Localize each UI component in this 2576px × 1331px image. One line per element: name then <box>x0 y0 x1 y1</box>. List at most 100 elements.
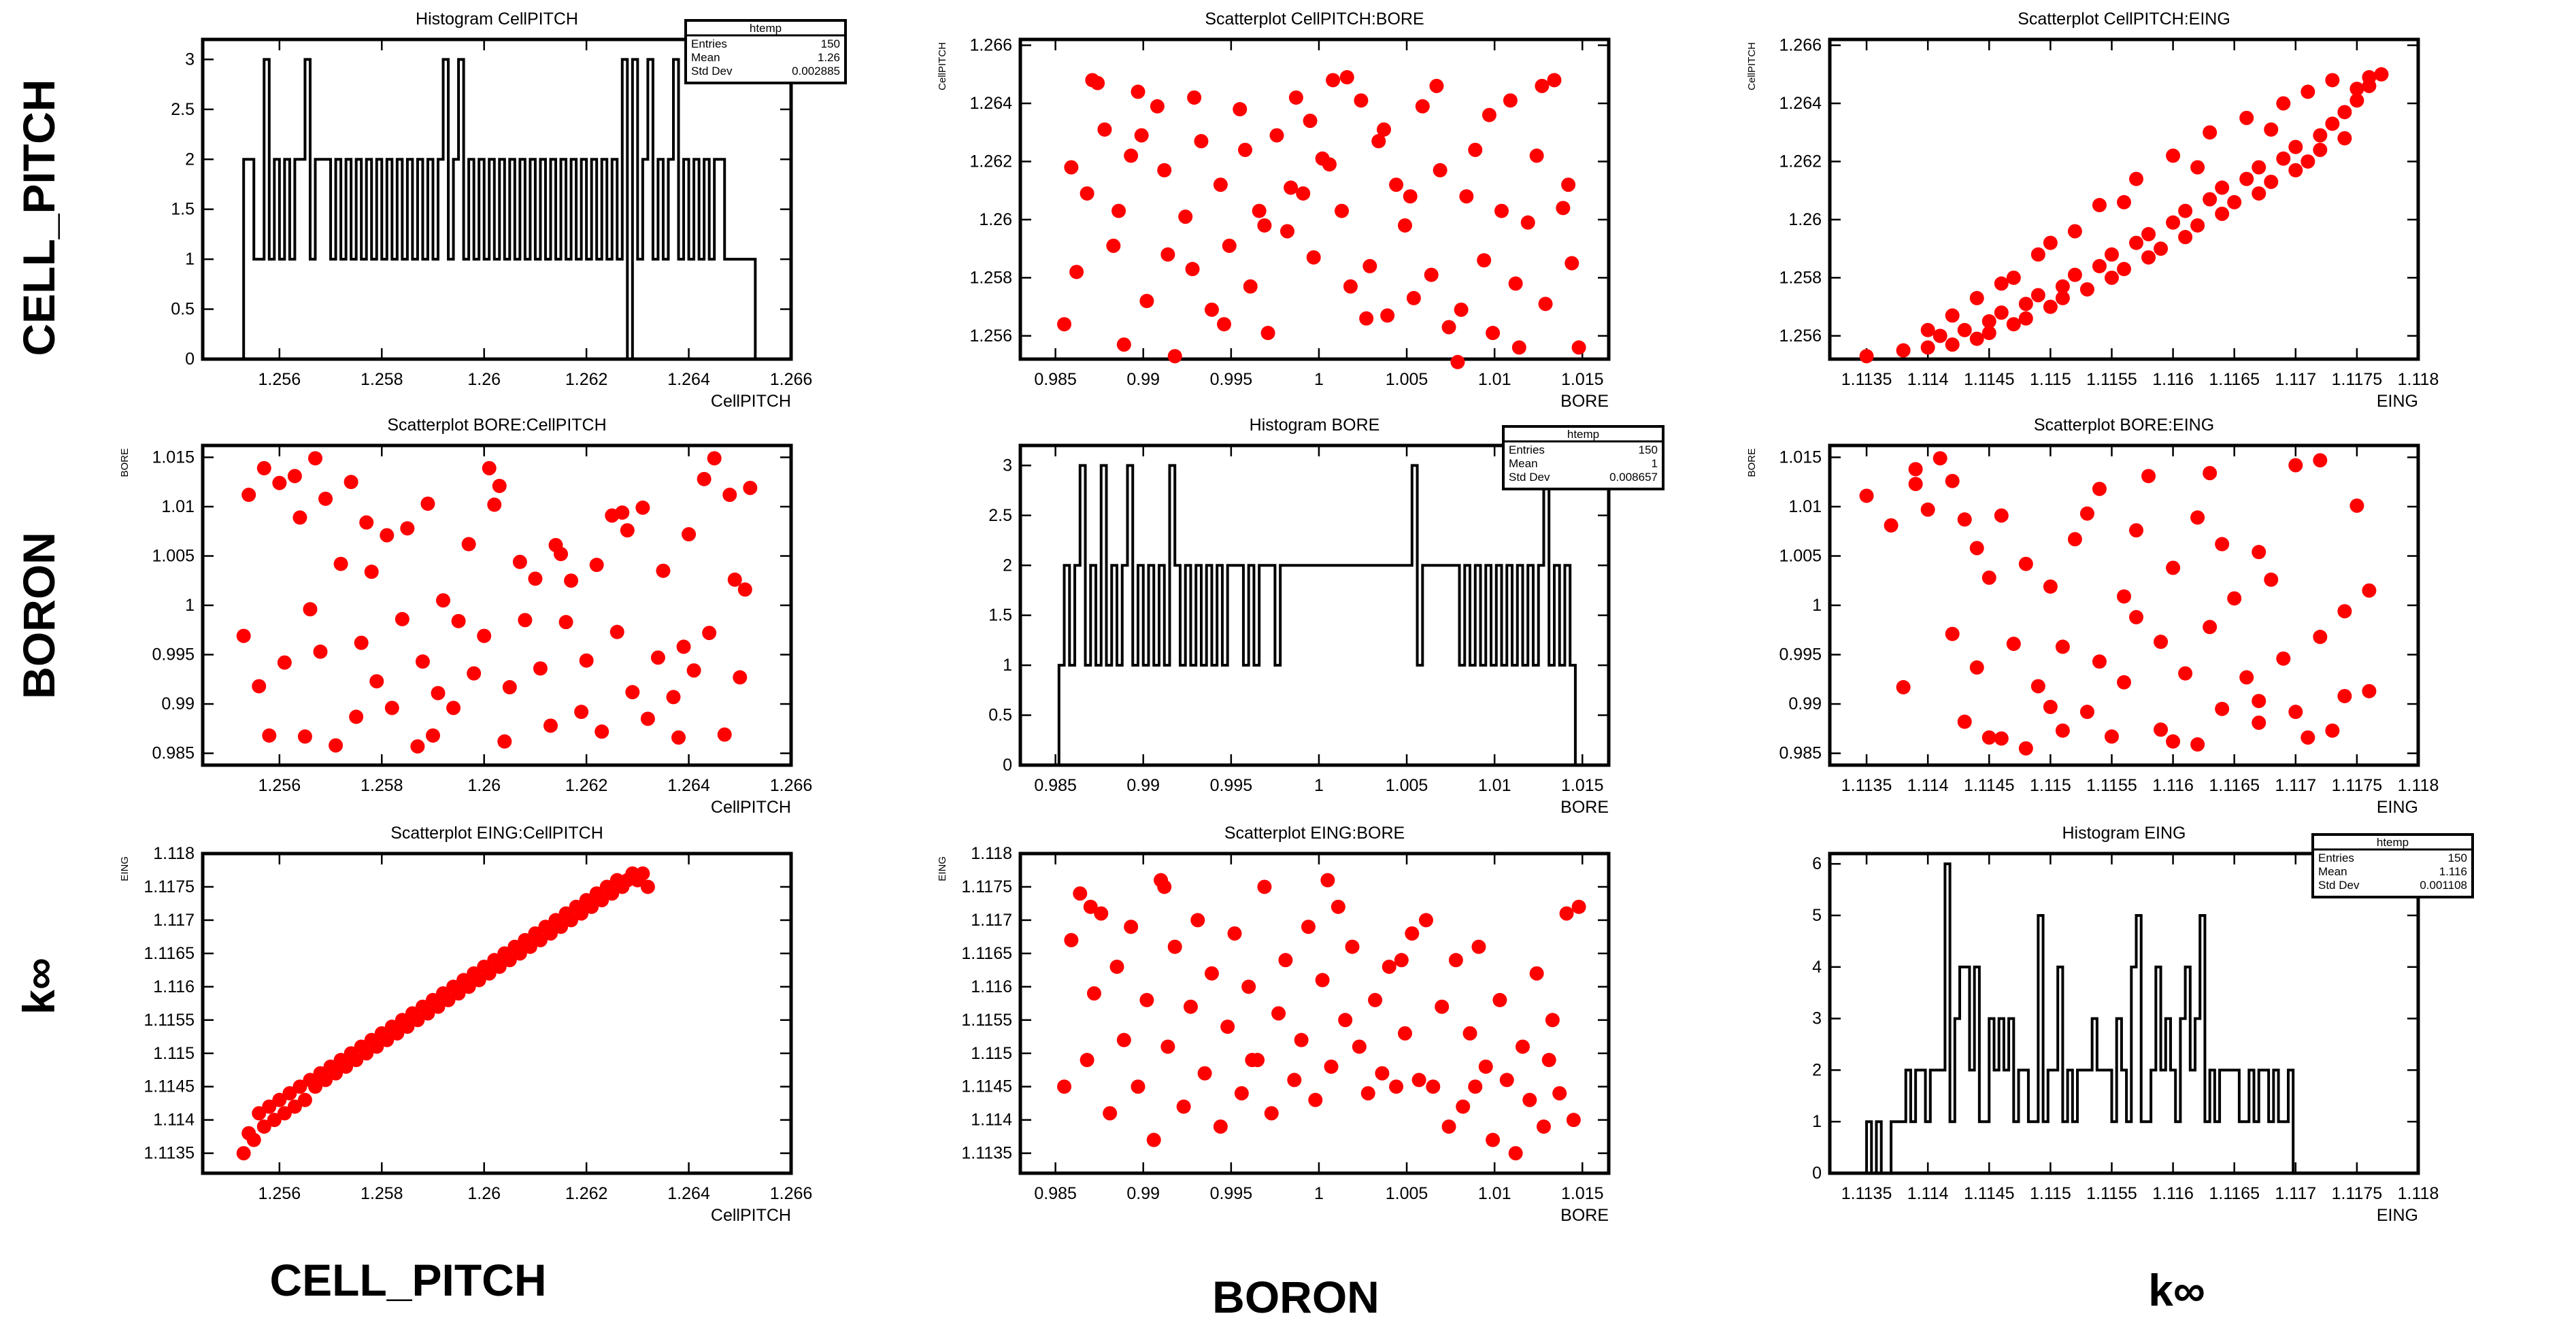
scatter-point <box>1522 1092 1537 1107</box>
scatter-point <box>1080 1053 1094 1068</box>
scatter-point <box>1957 512 1972 527</box>
x-tick-label: 0.985 <box>1034 776 1077 795</box>
scatter-point <box>1389 1079 1404 1094</box>
scatter-point <box>1279 224 1294 239</box>
x-axis-label: CellPITCH <box>711 1206 791 1225</box>
scatter-point <box>512 554 527 569</box>
scatter-point <box>471 973 486 988</box>
scatter-point <box>354 635 369 650</box>
y-tick-label: 2 <box>185 150 195 169</box>
stats-box-frame <box>2311 833 2474 898</box>
scatter-point <box>522 939 537 954</box>
scatter-point <box>2349 93 2364 108</box>
scatter-point <box>2252 545 2266 560</box>
scatter-point <box>2215 180 2230 195</box>
y-tick-label: 1.117 <box>153 911 195 930</box>
scatter-point <box>1561 178 1576 192</box>
scatter-point <box>737 582 752 597</box>
scatter-point <box>1183 999 1198 1014</box>
scatter-point <box>1134 128 1149 143</box>
scatter-point <box>2104 270 2119 285</box>
scatter-point <box>2043 699 2058 714</box>
scatter-point <box>307 451 322 466</box>
scatter-point <box>1359 311 1374 326</box>
x-tick-label: 1.01 <box>1478 1184 1511 1203</box>
scatter-point <box>1908 477 1923 492</box>
scatter-point <box>2079 282 2094 297</box>
scatter-point <box>359 515 374 530</box>
histogram-bars <box>1057 464 1577 765</box>
y-tick-label: 1.256 <box>1779 326 1822 346</box>
scatter-point <box>1160 1039 1175 1054</box>
y-axis-label: BORE <box>1746 448 1758 477</box>
y-tick-label: 0.5 <box>171 300 195 319</box>
x-tick-label: 0.995 <box>1210 370 1253 389</box>
scatter-point <box>1260 326 1275 341</box>
scatter-point <box>1981 314 1996 328</box>
row-label-boron: BORON <box>14 532 64 699</box>
scatter-point <box>1515 1039 1530 1054</box>
x-axis-label: EING <box>2377 392 2418 411</box>
scatter-point <box>543 926 558 941</box>
x-tick-label: 1.266 <box>770 370 813 389</box>
scatter-point <box>1441 1119 1456 1134</box>
scatter-point <box>2374 67 2389 82</box>
scatter-point <box>1503 93 1518 108</box>
scatter-point <box>502 679 517 694</box>
stats-row-value: 1.26 <box>818 51 840 64</box>
scatter-point <box>1389 178 1404 192</box>
scatter-point <box>1139 992 1154 1007</box>
scatter-point <box>1252 203 1267 218</box>
y-tick-label: 1.26 <box>1788 210 1822 229</box>
scatter-point <box>1994 731 2009 746</box>
panel-h_eing: Histogram EING 1.1135 1.114 1.1145 1.115 1.11… <box>1812 824 2474 1225</box>
scatter-point <box>2362 583 2377 598</box>
scatter-point <box>2018 556 2033 571</box>
stats-row-value: 0.001108 <box>2420 879 2467 892</box>
scatter-point <box>497 734 512 749</box>
scatter-point <box>1345 939 1360 954</box>
y-tick-label: 1.118 <box>153 844 195 863</box>
scatter-point <box>2154 635 2169 650</box>
scatter-point <box>292 1079 307 1094</box>
scatter-point <box>2129 171 2144 186</box>
scatter-point <box>1080 186 1094 201</box>
scatter-point <box>743 480 758 495</box>
scatter-point <box>2276 651 2291 666</box>
scatter-point <box>1167 349 1182 364</box>
scatter-point <box>2301 730 2315 745</box>
scatter-point <box>2092 258 2107 273</box>
scatter-point <box>1896 679 1911 694</box>
plot-frame <box>201 443 793 767</box>
scatter-point <box>297 1092 312 1107</box>
scatter-point <box>1559 906 1574 921</box>
y-tick-label: 1.015 <box>1779 448 1822 467</box>
stats-row-value: 1.116 <box>2439 865 2467 878</box>
scatter-point <box>1456 1099 1471 1114</box>
scatter-point <box>2079 506 2094 521</box>
scatter-point <box>518 613 533 628</box>
scatter-point <box>1486 326 1501 341</box>
x-tick-label: 1.256 <box>258 776 301 795</box>
x-tick-label: 1.264 <box>667 370 710 389</box>
x-tick-label: 1.118 <box>2398 1184 2439 1203</box>
scatter-point <box>1945 308 1960 323</box>
x-tick-label: 1.1155 <box>2086 776 2137 795</box>
scatter-point <box>1969 290 1984 305</box>
scatter-point <box>1116 1032 1131 1047</box>
y-tick-label: 0 <box>1812 1164 1822 1183</box>
row-label-cell-pitch: CELL_PITCH <box>14 79 64 356</box>
y-axis-label: BORE <box>119 448 131 477</box>
scatter-point <box>2067 532 2082 547</box>
scatter-point <box>1424 267 1439 282</box>
scatter-point <box>2252 186 2266 201</box>
scatter-point <box>671 730 686 745</box>
scatter-point <box>492 478 507 493</box>
scatter-point <box>1541 1053 1556 1068</box>
scatter-point <box>1429 78 1444 93</box>
scatter-point <box>1920 340 1935 355</box>
scatter-point <box>287 1099 302 1114</box>
scatter-point <box>2264 174 2279 189</box>
scatter-point <box>1468 1079 1483 1094</box>
scatter-point <box>1238 142 1253 157</box>
